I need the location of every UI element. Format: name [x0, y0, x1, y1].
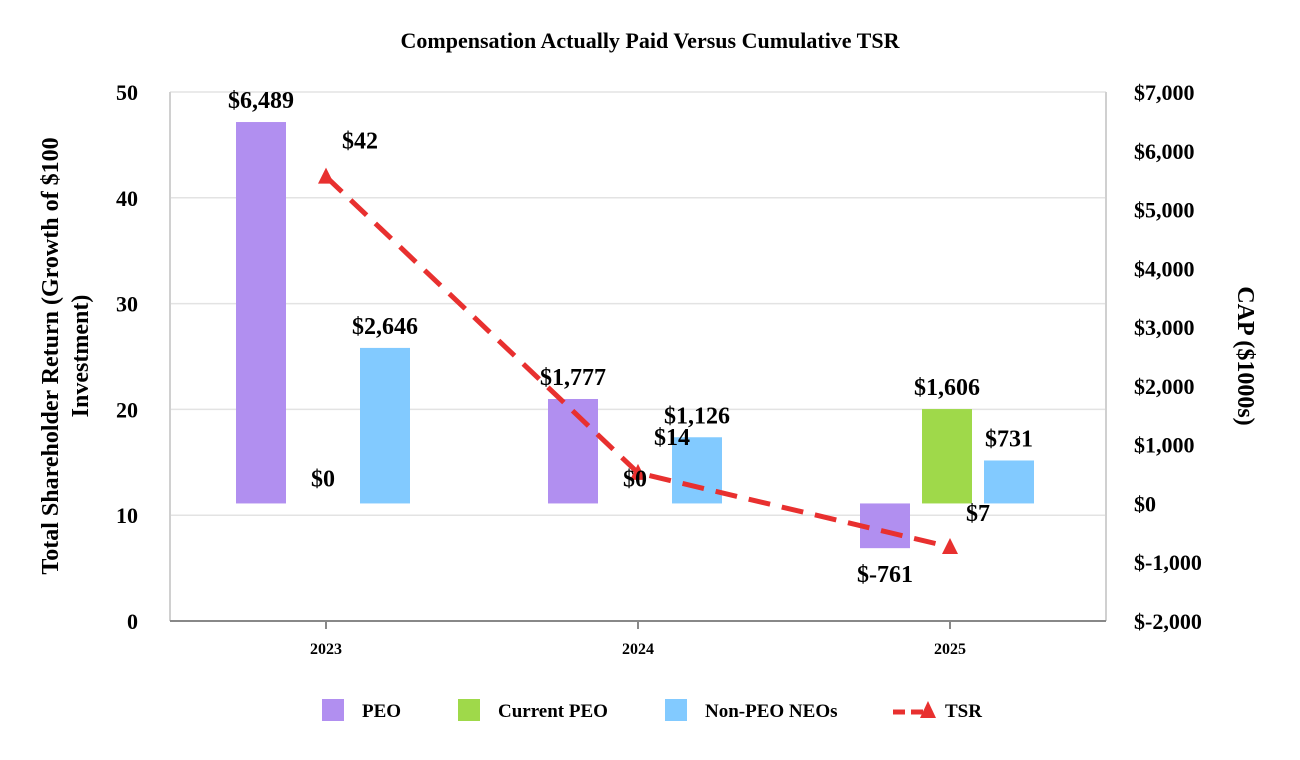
tsr-point-marker: [942, 537, 958, 554]
right-tick-label: $4,000: [1134, 256, 1195, 281]
bar-data-label: $-761: [857, 562, 913, 588]
left-tick-label: 10: [116, 503, 138, 528]
right-axis-title: CAP ($1000s): [1232, 286, 1258, 425]
left-axis-title: Total Shareholder Return (Growth of $100…: [38, 137, 94, 574]
axes: 0 10 20 30 40 50 $-2,000 $-1,000 $0 $1,000 $2,000 $…: [38, 80, 1258, 658]
bar-data-label: $1,777: [540, 365, 606, 391]
bar-data-label: $1,126: [664, 403, 730, 429]
bar-data-label: $1,606: [914, 375, 980, 401]
left-tick-label: 50: [116, 80, 138, 105]
bar-data-label: $6,489: [228, 88, 294, 114]
right-tick-label: $-2,000: [1134, 609, 1202, 634]
legend-swatch: [322, 699, 344, 721]
tsr-data-label: $42: [342, 129, 378, 155]
left-axis-title-line: Investment): [68, 295, 94, 418]
legend-label: PEO: [362, 701, 401, 722]
bar-current-peo: [922, 409, 972, 504]
left-tick-label: 40: [116, 186, 138, 211]
left-tick-label: 20: [116, 397, 138, 422]
tsr-point-marker: [318, 167, 334, 184]
legend-label: TSR: [945, 701, 982, 722]
tsr-data-label: $14: [654, 425, 690, 451]
tsr-data-label: $7: [966, 501, 990, 527]
right-tick-label: $7,000: [1134, 80, 1195, 105]
legend-label: Non-PEO NEOs: [705, 701, 838, 722]
bar-non-peo-neos: [360, 347, 410, 504]
bar-non-peo-neos: [984, 460, 1034, 504]
legend: PEO Current PEO Non-PEO NEOs TSR: [322, 699, 982, 722]
right-tick-label: $6,000: [1134, 139, 1195, 164]
bar-data-label: $0: [311, 466, 335, 492]
tsr-line-path: [324, 174, 951, 550]
right-tick-label: $2,000: [1134, 374, 1195, 399]
legend-label: Current PEO: [498, 701, 608, 722]
right-tick-label: $1,000: [1134, 433, 1195, 458]
x-tick-label: 2025: [934, 641, 966, 658]
right-tick-label: $5,000: [1134, 198, 1195, 223]
legend-swatch: [665, 699, 687, 721]
x-tick-label: 2023: [310, 641, 342, 658]
left-tick-label: 0: [127, 609, 138, 634]
legend-swatch: [458, 699, 480, 721]
bar-data-label: $0: [623, 466, 647, 492]
bar-peo: [548, 398, 598, 504]
tsr-point-marker: [630, 463, 646, 480]
bar-data-label: $2,646: [352, 314, 418, 340]
data-labels: $6,489$1,777$-761$0 $0$1,606$2,646$1,126$…: [228, 88, 1033, 588]
right-tick-label: $3,000: [1134, 315, 1195, 340]
tsr-line: [318, 167, 958, 554]
legend-marker-swatch: [920, 701, 936, 718]
left-tick-label: 30: [116, 292, 138, 317]
x-tick-label: 2024: [622, 641, 654, 658]
left-axis-title-line: Total Shareholder Return (Growth of $100: [38, 137, 64, 574]
right-tick-label: $0: [1134, 491, 1156, 516]
bars: [236, 122, 1034, 549]
bar-peo: [236, 122, 286, 504]
chart-title: Compensation Actually Paid Versus Cumula…: [401, 28, 901, 53]
bar-non-peo-neos: [672, 437, 722, 504]
bar-data-label: $731: [985, 426, 1033, 452]
right-tick-label: $-1,000: [1134, 550, 1202, 575]
